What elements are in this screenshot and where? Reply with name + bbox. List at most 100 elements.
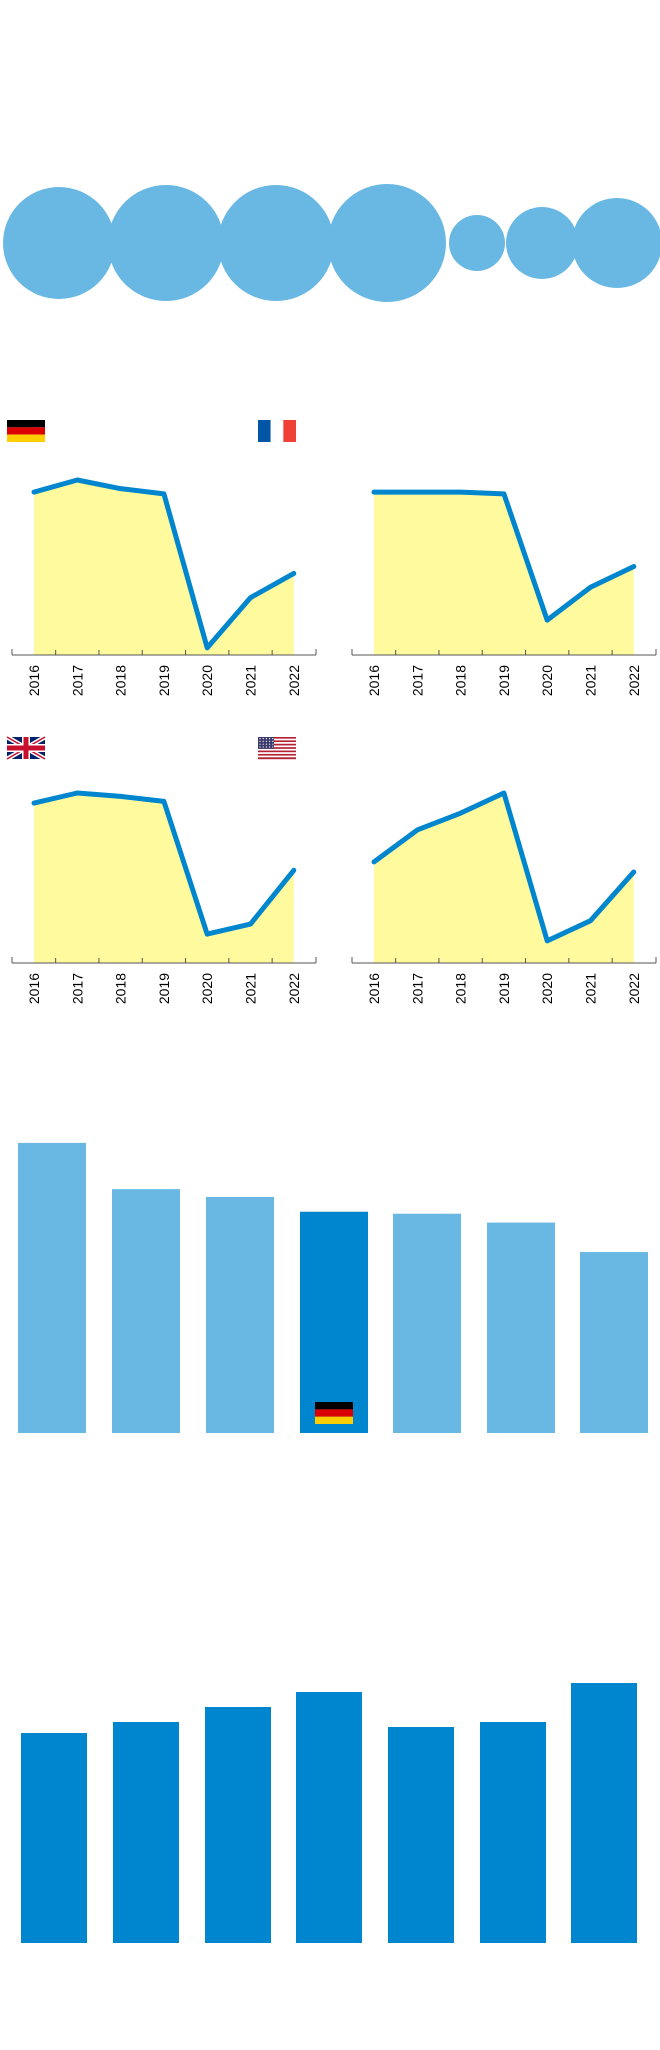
bubble-1 xyxy=(108,185,224,301)
france-flag-icon xyxy=(258,420,296,442)
flag-stripe xyxy=(283,420,296,442)
flag-star xyxy=(272,738,274,740)
uk-tick-label: 2019 xyxy=(156,973,172,1004)
flag-stripe xyxy=(315,1402,353,1410)
flag-stripe xyxy=(315,1409,353,1417)
bubble-4 xyxy=(449,215,505,271)
germany-tick-label: 2017 xyxy=(69,665,85,696)
flag-stripe xyxy=(258,420,271,442)
france-tick-label: 2016 xyxy=(366,665,382,696)
usa-area-fill xyxy=(374,793,634,963)
flag-star xyxy=(265,743,267,745)
bar-1 xyxy=(113,1722,179,1943)
flag-stripe xyxy=(258,745,296,748)
flag-cross xyxy=(7,745,45,751)
france-area-fill xyxy=(374,492,634,655)
flag-stripe xyxy=(258,743,296,746)
bubble-5 xyxy=(506,207,578,279)
uk-area-fill xyxy=(34,793,294,963)
france-tick-label: 2019 xyxy=(496,665,512,696)
germany-flag-icon xyxy=(315,1402,353,1424)
flag-stripe xyxy=(7,427,45,435)
flag-stripe xyxy=(258,750,296,753)
bubble-6 xyxy=(572,198,660,288)
usa-tick-label: 2016 xyxy=(366,973,382,1004)
flag-star xyxy=(259,746,261,748)
usa-flag-icon xyxy=(258,737,296,760)
flag-star xyxy=(262,746,264,748)
germany-tick-label: 2018 xyxy=(113,665,129,696)
uk-tick-label: 2020 xyxy=(199,973,215,1004)
bar-3 xyxy=(296,1692,362,1943)
bar-4 xyxy=(393,1213,461,1433)
flag-star xyxy=(262,743,264,745)
flag-stripe xyxy=(258,753,296,756)
flag-stripe xyxy=(258,757,296,760)
flag-stripe xyxy=(258,742,296,744)
bar-1 xyxy=(112,1189,180,1433)
bar-4 xyxy=(388,1727,454,1943)
flag-star xyxy=(269,738,271,740)
flag-star xyxy=(269,740,271,742)
flag-star xyxy=(259,740,261,742)
usa-tick-label: 2021 xyxy=(583,973,599,1004)
bar-2 xyxy=(205,1707,271,1943)
france-tick-label: 2021 xyxy=(583,665,599,696)
flag-star xyxy=(265,738,267,740)
germany-tick-label: 2019 xyxy=(156,665,172,696)
uk-tick-label: 2017 xyxy=(69,973,85,1004)
usa-tick-label: 2018 xyxy=(453,973,469,1004)
flag-stripe xyxy=(258,752,296,755)
flag-stripe xyxy=(258,740,296,743)
flag-stripe xyxy=(315,1416,353,1424)
flag-star xyxy=(269,746,271,748)
bar-6 xyxy=(571,1683,637,1943)
france-tick-label: 2018 xyxy=(453,665,469,696)
germany-tick-label: 2020 xyxy=(199,665,215,696)
bar-2 xyxy=(206,1197,274,1433)
usa-tick-label: 2019 xyxy=(496,973,512,1004)
france-tick-label: 2017 xyxy=(409,665,425,696)
bar-0 xyxy=(18,1142,86,1433)
france-tick-label: 2022 xyxy=(626,665,642,696)
germany-area-fill xyxy=(34,480,294,655)
usa-tick-label: 2022 xyxy=(626,973,642,1004)
bubble-2 xyxy=(218,185,334,301)
flag-stripe xyxy=(258,738,296,741)
germany-tick-label: 2021 xyxy=(243,665,259,696)
flag-stripe xyxy=(7,434,45,442)
flag-star xyxy=(272,743,274,745)
bubble-3 xyxy=(328,184,446,302)
flag-star xyxy=(269,743,271,745)
flag-star xyxy=(262,738,264,740)
flag-stripe xyxy=(258,747,296,750)
flag-star xyxy=(262,740,264,742)
uk-tick-label: 2016 xyxy=(26,973,42,1004)
uk-tick-label: 2021 xyxy=(243,973,259,1004)
flag-star xyxy=(259,738,261,740)
flag-stripe xyxy=(258,755,296,758)
flag-stripe xyxy=(258,737,296,739)
germany-tick-label: 2022 xyxy=(286,665,302,696)
flag-stripe xyxy=(270,420,284,442)
flag-star xyxy=(265,740,267,742)
uk-flag-icon xyxy=(5,735,47,761)
usa-tick-label: 2020 xyxy=(539,973,555,1004)
france-tick-label: 2020 xyxy=(539,665,555,696)
flag-stripe xyxy=(7,420,45,428)
flag-star xyxy=(272,740,274,742)
bar-3-highlighted xyxy=(300,1211,368,1433)
bar-5 xyxy=(487,1222,555,1433)
uk-tick-label: 2022 xyxy=(286,973,302,1004)
bubble-0 xyxy=(3,187,115,299)
germany-tick-label: 2016 xyxy=(26,665,42,696)
flag-star xyxy=(259,743,261,745)
flag-stripe xyxy=(258,748,296,751)
bar-5 xyxy=(480,1722,546,1943)
flag-canton xyxy=(258,737,274,749)
flag-star xyxy=(265,746,267,748)
bar-6 xyxy=(580,1252,648,1433)
germany-flag-icon xyxy=(7,420,45,442)
bar-0 xyxy=(21,1733,87,1943)
